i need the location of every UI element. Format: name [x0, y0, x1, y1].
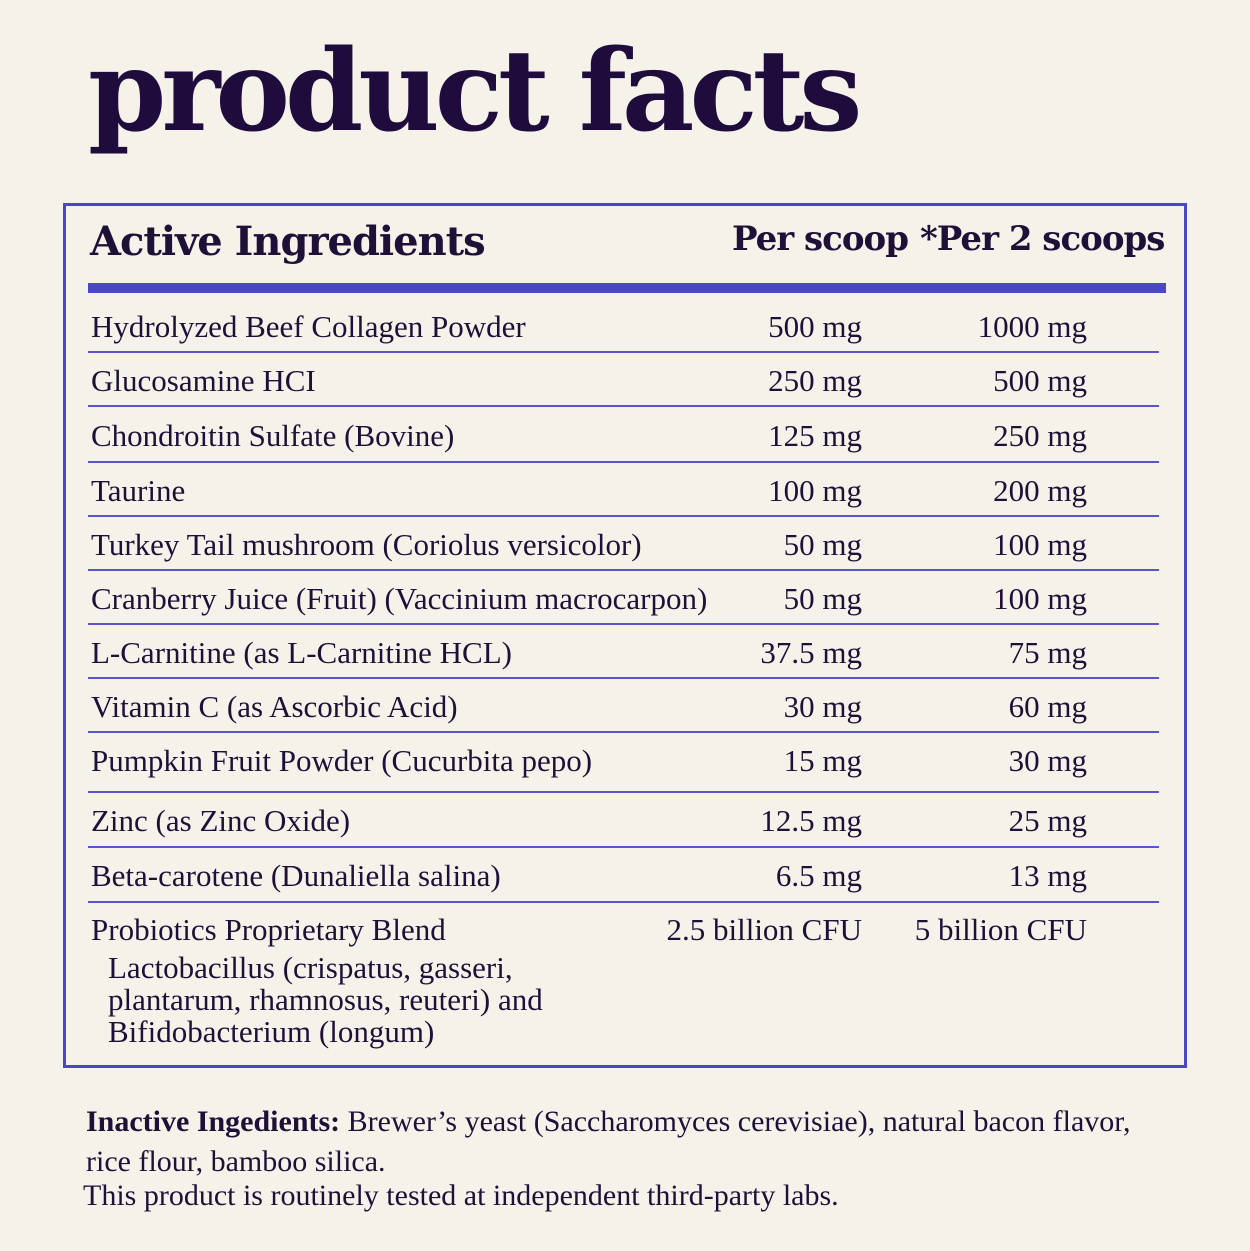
probiotic-strains: Lactobacillus (crispatus, gasseri, plant…: [108, 950, 543, 1049]
per-scoop-amount: 37.5 mg: [760, 635, 862, 670]
row-divider: [88, 901, 1159, 903]
row-divider: [88, 623, 1159, 625]
per-2-scoops-amount: 30 mg: [1008, 743, 1087, 778]
per-2-scoops-amount: 60 mg: [1008, 689, 1087, 724]
per-scoop-amount: 125 mg: [768, 418, 862, 453]
per-2-scoops-amount: 500 mg: [993, 363, 1087, 398]
ingredient-name: Chondroitin Sulfate (Bovine): [91, 418, 455, 453]
ingredient-name: Hydrolyzed Beef Collagen Powder: [91, 309, 526, 344]
ingredient-name: Probiotics Proprietary Blend: [91, 912, 446, 947]
row-divider: [88, 731, 1159, 733]
ingredient-name: Taurine: [91, 473, 186, 508]
per-2-scoops-amount: 1000 mg: [977, 309, 1087, 344]
inactive-label: Inactive Ingedients:: [86, 1105, 341, 1138]
ingredient-name: Beta-carotene (Dunaliella salina): [91, 858, 501, 893]
row-divider: [88, 515, 1159, 517]
ingredient-name: Vitamin C (as Ascorbic Acid): [91, 689, 458, 724]
per-2-scoops-amount: 13 mg: [1008, 858, 1087, 893]
header-active-ingredients: Active Ingredients: [90, 218, 486, 265]
ingredient-name: Zinc (as Zinc Oxide): [91, 803, 351, 838]
inactive-text: Brewer’s yeast (Saccharomyces cerevisiae…: [86, 1105, 1131, 1178]
header-per-2-scoops: *Per 2 scoops: [920, 219, 1165, 259]
per-2-scoops-amount: 250 mg: [993, 418, 1087, 453]
row-divider: [88, 461, 1159, 463]
row-divider: [88, 846, 1159, 848]
per-scoop-amount: 250 mg: [768, 363, 862, 398]
ingredient-name: Pumpkin Fruit Powder (Cucurbita pepo): [91, 743, 593, 778]
facts-table-border: [63, 203, 1187, 1068]
ingredient-name: Glucosamine HCI: [91, 363, 316, 398]
header-divider: [88, 283, 1166, 293]
per-2-scoops-amount: 75 mg: [1008, 635, 1087, 670]
ingredient-name: Cranberry Juice (Fruit) (Vaccinium macro…: [91, 581, 708, 616]
per-scoop-amount: 15 mg: [783, 743, 862, 778]
row-divider: [88, 569, 1159, 571]
ingredient-name: L-Carnitine (as L-Carnitine HCL): [91, 635, 512, 670]
per-scoop-amount: 30 mg: [783, 689, 862, 724]
per-scoop-amount: 2.5 billion CFU: [666, 912, 862, 947]
per-scoop-amount: 50 mg: [783, 527, 862, 562]
row-divider: [88, 351, 1159, 353]
per-scoop-amount: 100 mg: [768, 473, 862, 508]
testing-note: This product is routinely tested at inde…: [83, 1179, 839, 1212]
page-title: product facts: [88, 26, 862, 157]
inactive-ingredients: Inactive Ingedients: Brewer’s yeast (Sac…: [86, 1102, 1176, 1182]
row-divider: [88, 791, 1159, 793]
per-scoop-amount: 6.5 mg: [775, 858, 862, 893]
header-per-scoop: Per scoop: [732, 219, 909, 259]
row-divider: [88, 405, 1159, 407]
row-divider: [88, 677, 1159, 679]
per-2-scoops-amount: 100 mg: [993, 581, 1087, 616]
per-2-scoops-amount: 25 mg: [1008, 803, 1087, 838]
per-scoop-amount: 50 mg: [783, 581, 862, 616]
per-scoop-amount: 12.5 mg: [760, 803, 862, 838]
per-2-scoops-amount: 100 mg: [993, 527, 1087, 562]
ingredient-name: Turkey Tail mushroom (Coriolus versicolo…: [91, 527, 642, 562]
per-2-scoops-amount: 200 mg: [993, 473, 1087, 508]
per-2-scoops-amount: 5 billion CFU: [914, 912, 1087, 947]
per-scoop-amount: 500 mg: [768, 309, 862, 344]
